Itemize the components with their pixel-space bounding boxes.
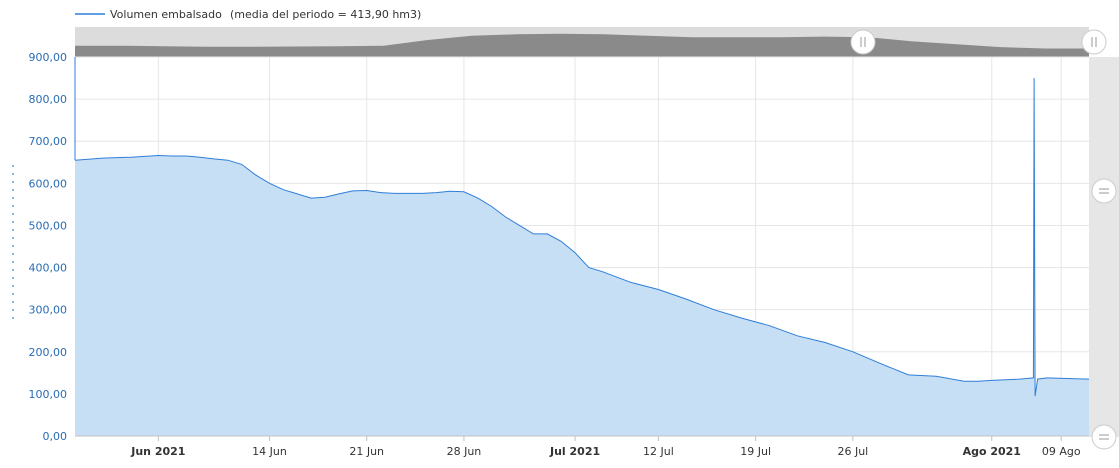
- x-tick-label: Ago 2021: [963, 445, 1021, 458]
- legend-label: Volumen embalsado: [110, 8, 222, 21]
- y-tick-label: 800,00: [29, 93, 68, 106]
- y-tick-label: 900,00: [29, 51, 68, 64]
- x-tick-label: 19 Jul: [740, 445, 771, 458]
- x-axis-ticks: Jun 2021 14 Jun 21 Jun 28 Jun Jul 2021 12 Jul…: [130, 436, 1081, 458]
- scrollbar-handle-bottom[interactable]: [1091, 424, 1117, 450]
- y-tick-label: 100,00: [29, 388, 68, 401]
- y-tick-label: 400,00: [29, 262, 68, 275]
- legend-summary: (media del periodo = 413,90 hm3): [230, 8, 421, 21]
- x-tick-label: 28 Jun: [447, 445, 482, 458]
- x-tick-label: 21 Jun: [349, 445, 384, 458]
- series-area: [75, 78, 1089, 436]
- y-tick-label: 300,00: [29, 304, 68, 317]
- series-line[interactable]: [74, 78, 1090, 397]
- x-tick-label: Jul 2021: [549, 445, 600, 458]
- scrollbar-track: [1089, 57, 1119, 437]
- vertical-scrollbar[interactable]: [1089, 57, 1119, 450]
- legend[interactable]: Volumen embalsado (media del periodo = 4…: [75, 8, 421, 21]
- y-tick-label: 500,00: [29, 219, 68, 232]
- navigator-handle-right[interactable]: [1081, 29, 1107, 55]
- x-tick-label: Jun 2021: [130, 445, 185, 458]
- navigator[interactable]: [75, 27, 1107, 57]
- y-tick-label: 700,00: [29, 135, 68, 148]
- scrollbar-handle-top[interactable]: [1091, 178, 1117, 204]
- navigator-area: [75, 33, 1089, 57]
- y-tick-label: 200,00: [29, 346, 68, 359]
- y-axis-ticks: 0,00 100,00 200,00 300,00 400,00 500,00 600,00…: [29, 51, 68, 443]
- x-tick-label: 09 Ago: [1042, 445, 1081, 458]
- series-layer: [74, 57, 1090, 436]
- y-tick-label: 600,00: [29, 177, 68, 190]
- x-tick-label: 26 Jul: [837, 445, 868, 458]
- y-tick-label: 0,00: [43, 430, 68, 443]
- navigator-handle-left[interactable]: [850, 29, 876, 55]
- x-tick-label: 12 Jul: [643, 445, 674, 458]
- x-tick-label: 14 Jun: [252, 445, 287, 458]
